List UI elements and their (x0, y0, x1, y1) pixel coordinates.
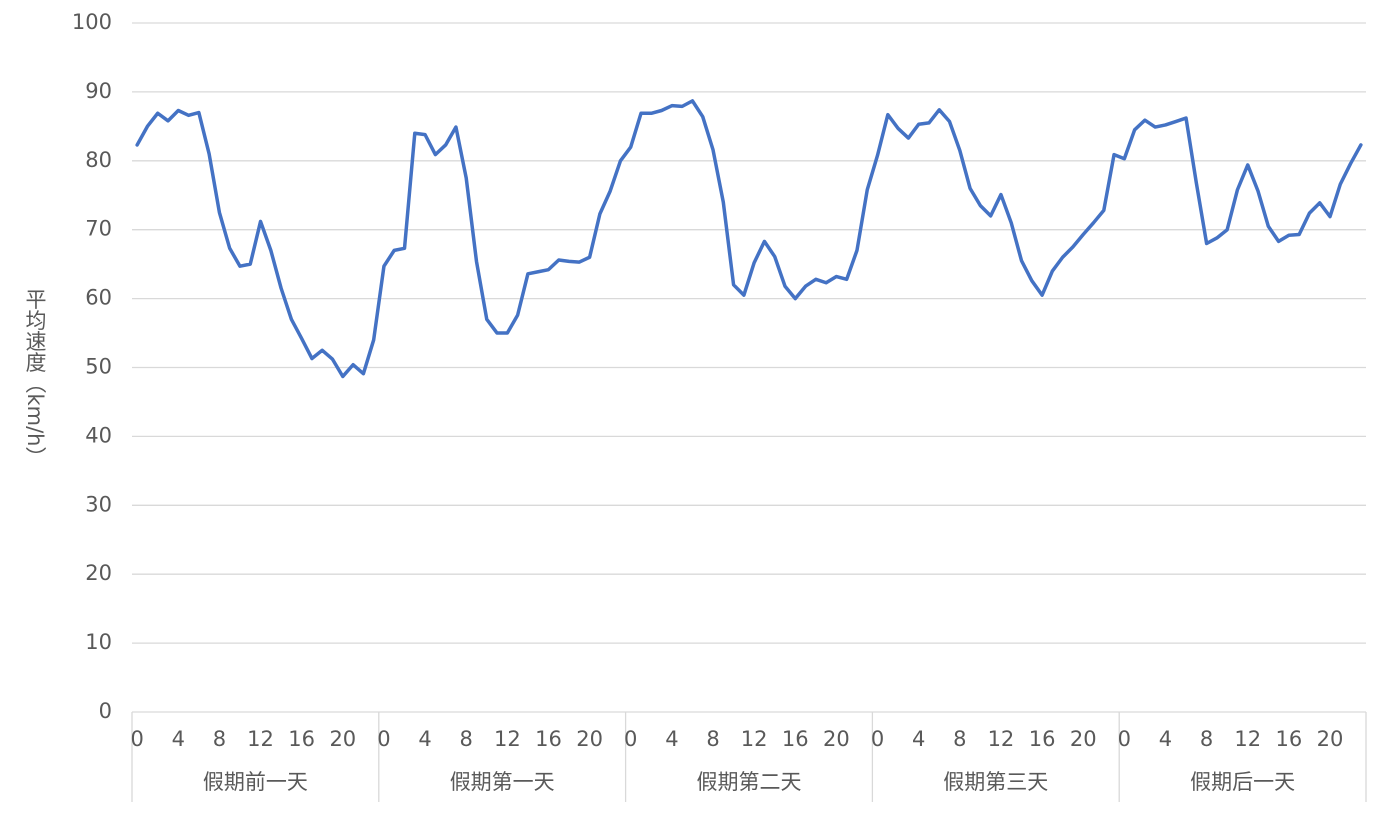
x-tick-label: 20 (329, 727, 356, 751)
y-tick-label: 10 (85, 630, 112, 654)
x-tick-label: 16 (535, 727, 562, 751)
y-tick-label: 100 (72, 10, 112, 34)
x-tick-label: 8 (460, 727, 473, 751)
group-label: 假期后一天 (1190, 770, 1295, 794)
y-tick-label: 80 (85, 148, 112, 172)
y-tick-label: 60 (85, 286, 112, 310)
x-tick-label: 12 (1234, 727, 1261, 751)
x-tick-label: 0 (871, 727, 884, 751)
x-tick-label: 20 (1317, 727, 1344, 751)
x-tick-label: 0 (130, 727, 143, 751)
x-tick-label: 4 (418, 727, 431, 751)
x-tick-label: 4 (1159, 727, 1172, 751)
x-tick-label: 4 (665, 727, 678, 751)
x-tick-label: 4 (172, 727, 185, 751)
x-tick-label: 12 (494, 727, 521, 751)
x-tick-label: 8 (213, 727, 226, 751)
x-tick-label: 8 (953, 727, 966, 751)
x-tick-label: 16 (782, 727, 809, 751)
x-tick-label: 12 (988, 727, 1015, 751)
x-tick-label: 12 (247, 727, 274, 751)
y-tick-label: 50 (85, 355, 112, 379)
x-tick-label: 0 (624, 727, 637, 751)
y-tick-label: 20 (85, 561, 112, 585)
x-tick-label: 8 (1200, 727, 1213, 751)
group-label: 假期第三天 (943, 770, 1048, 794)
y-tick-label: 70 (85, 217, 112, 241)
x-tick-label: 20 (1070, 727, 1097, 751)
x-tick-label: 8 (706, 727, 719, 751)
group-label: 假期第二天 (697, 770, 802, 794)
y-tick-label: 90 (85, 79, 112, 103)
x-tick-label: 0 (1118, 727, 1131, 751)
x-tick-label: 16 (1276, 727, 1303, 751)
x-tick-label: 20 (823, 727, 850, 751)
x-tick-label: 4 (912, 727, 925, 751)
group-label: 假期前一天 (203, 770, 308, 794)
data-line (135, 99, 1363, 379)
x-tick-label: 16 (1029, 727, 1056, 751)
y-tick-label: 0 (99, 699, 112, 723)
group-label: 假期第一天 (450, 770, 555, 794)
x-tick-label: 0 (377, 727, 390, 751)
x-tick-label: 16 (288, 727, 315, 751)
x-tick-label: 20 (576, 727, 603, 751)
x-tick-label: 12 (741, 727, 768, 751)
y-axis-label: 平均速度（km/h） (23, 288, 47, 467)
y-tick-label: 30 (85, 492, 112, 516)
y-tick-label: 40 (85, 423, 112, 447)
